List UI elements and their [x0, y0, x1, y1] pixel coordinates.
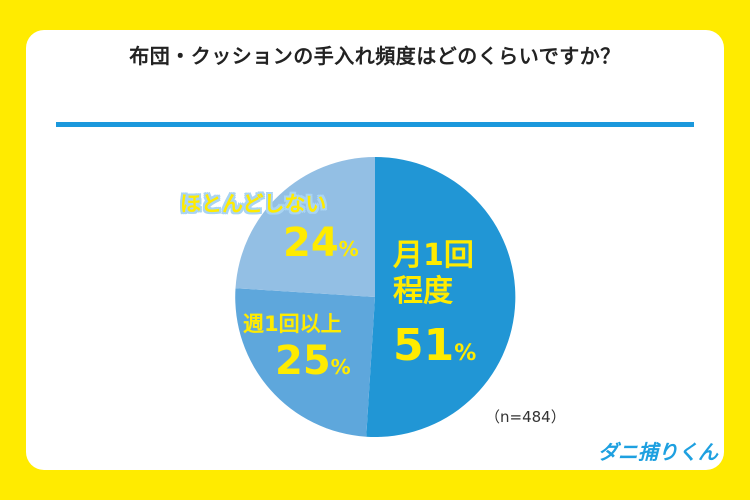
- label-monthly-name: 月1回 程度: [393, 238, 474, 309]
- label-weekly-name: 週1回以上: [243, 312, 342, 336]
- title-underline: [56, 122, 694, 127]
- slice-rarely: [235, 157, 375, 297]
- slice-monthly: [366, 156, 516, 437]
- label-rarely-value: 24%: [283, 220, 359, 266]
- brand-logo: ダニ捕りくん: [598, 440, 718, 464]
- chart-title: 布団・クッションの手入れ頻度はどのくらいですか？: [129, 44, 621, 68]
- sample-size-note: （n=484）: [485, 408, 566, 426]
- label-rarely-name: ほとんどしない: [180, 192, 327, 216]
- label-weekly-value: 25%: [275, 338, 351, 384]
- slice-weekly: [235, 288, 375, 437]
- label-monthly-value: 51%: [393, 320, 477, 371]
